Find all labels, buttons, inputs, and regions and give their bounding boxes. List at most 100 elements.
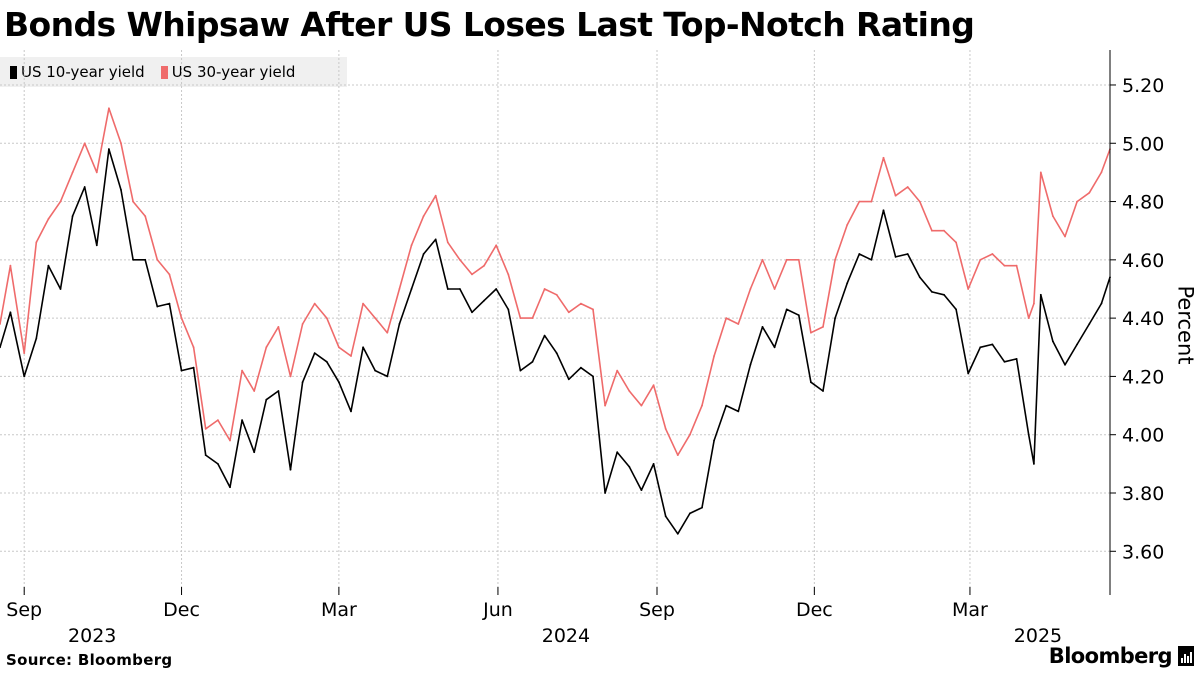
- data-point: [640, 489, 643, 491]
- data-point: [9, 264, 12, 267]
- data-point: [991, 343, 994, 346]
- data-point: [289, 375, 292, 378]
- data-point: [749, 288, 752, 290]
- data-point: [471, 273, 473, 276]
- data-point: [483, 264, 485, 267]
- data-point: [0, 346, 1, 349]
- data-point: [265, 346, 268, 349]
- data-point: [592, 375, 594, 378]
- data-point: [555, 352, 558, 354]
- data-point: [132, 200, 135, 203]
- data-point: [846, 282, 849, 285]
- data-point: [132, 258, 135, 261]
- data-point: [59, 200, 62, 203]
- data-point: [35, 337, 38, 340]
- data-point: [834, 317, 836, 319]
- data-point: [1052, 340, 1054, 343]
- data-point: [580, 366, 582, 369]
- data-point: [1003, 264, 1006, 267]
- data-point: [217, 419, 219, 421]
- data-point: [797, 314, 800, 317]
- x-tick-label: Dec: [796, 599, 833, 621]
- data-point: [434, 194, 437, 197]
- data-point: [289, 468, 292, 471]
- data-point: [967, 288, 970, 290]
- data-point: [35, 241, 38, 244]
- data-point: [144, 258, 147, 261]
- data-point: [931, 229, 933, 232]
- data-point: [967, 372, 970, 375]
- x-tick-label: Mar: [952, 599, 988, 621]
- data-point: [71, 171, 74, 174]
- data-point: [761, 326, 764, 328]
- data-point: [604, 404, 606, 407]
- x-year-label: 2023: [68, 625, 116, 647]
- legend-item-10y: US 10-year yield: [10, 63, 145, 81]
- x-tick-label: Mar: [321, 599, 357, 621]
- legend-label-10y: US 10-year yield: [21, 63, 145, 81]
- data-point: [398, 323, 401, 325]
- data-point: [628, 465, 631, 468]
- x-tick-label: Dec: [163, 599, 200, 621]
- data-point: [785, 308, 788, 311]
- data-point: [495, 244, 498, 247]
- data-point: [23, 352, 26, 354]
- legend: US 10-year yield US 30-year yield: [0, 57, 347, 87]
- data-point: [301, 381, 304, 384]
- x-tick-label: Sep: [6, 599, 42, 621]
- data-point: [277, 326, 280, 328]
- data-point: [906, 253, 909, 255]
- data-point: [410, 288, 413, 290]
- data-point: [217, 463, 219, 465]
- series-lines: [0, 107, 1111, 535]
- data-point: [180, 369, 183, 372]
- data-point: [1033, 463, 1035, 465]
- data-point: [459, 258, 461, 261]
- data-point: [1064, 363, 1066, 366]
- data-point: [325, 360, 328, 363]
- data-point: [1088, 191, 1091, 194]
- series-30y-line: [0, 107, 1111, 456]
- data-point: [192, 366, 195, 369]
- data-point: [810, 381, 812, 384]
- data-point: [543, 288, 546, 290]
- data-point: [701, 506, 703, 509]
- data-point: [350, 410, 352, 413]
- chart-title: Bonds Whipsaw After US Loses Last Top-No…: [4, 5, 975, 44]
- data-point: [1039, 293, 1042, 296]
- y-tick-label: 3.60: [1122, 541, 1164, 563]
- data-point: [1100, 171, 1103, 174]
- data-point: [168, 273, 171, 276]
- data-point: [156, 258, 159, 261]
- data-point: [325, 317, 328, 319]
- grid-lines: [0, 50, 1110, 595]
- data-point: [797, 258, 800, 261]
- data-point: [931, 291, 933, 293]
- data-point: [580, 302, 582, 305]
- data-point: [446, 288, 449, 290]
- data-point: [918, 276, 921, 279]
- data-point: [241, 369, 244, 372]
- data-point: [725, 404, 728, 407]
- y-tick-label: 4.80: [1122, 192, 1164, 214]
- data-point: [1015, 358, 1018, 360]
- data-point: [1064, 235, 1066, 238]
- data-point: [785, 258, 788, 261]
- y-axis-title: Percent: [1174, 280, 1198, 370]
- data-point: [955, 241, 957, 244]
- data-point: [555, 293, 558, 296]
- data-point: [567, 311, 570, 314]
- data-point: [979, 346, 982, 349]
- data-point: [386, 331, 389, 334]
- data-point: [59, 288, 62, 290]
- data-point: [422, 253, 425, 255]
- data-point: [906, 186, 909, 188]
- data-point: [108, 107, 110, 110]
- data-point: [362, 346, 364, 349]
- data-point: [229, 486, 231, 489]
- data-point: [822, 326, 824, 328]
- data-point: [446, 241, 449, 244]
- y-tick-label: 3.80: [1122, 483, 1164, 505]
- data-point: [652, 463, 655, 465]
- data-point: [822, 390, 824, 392]
